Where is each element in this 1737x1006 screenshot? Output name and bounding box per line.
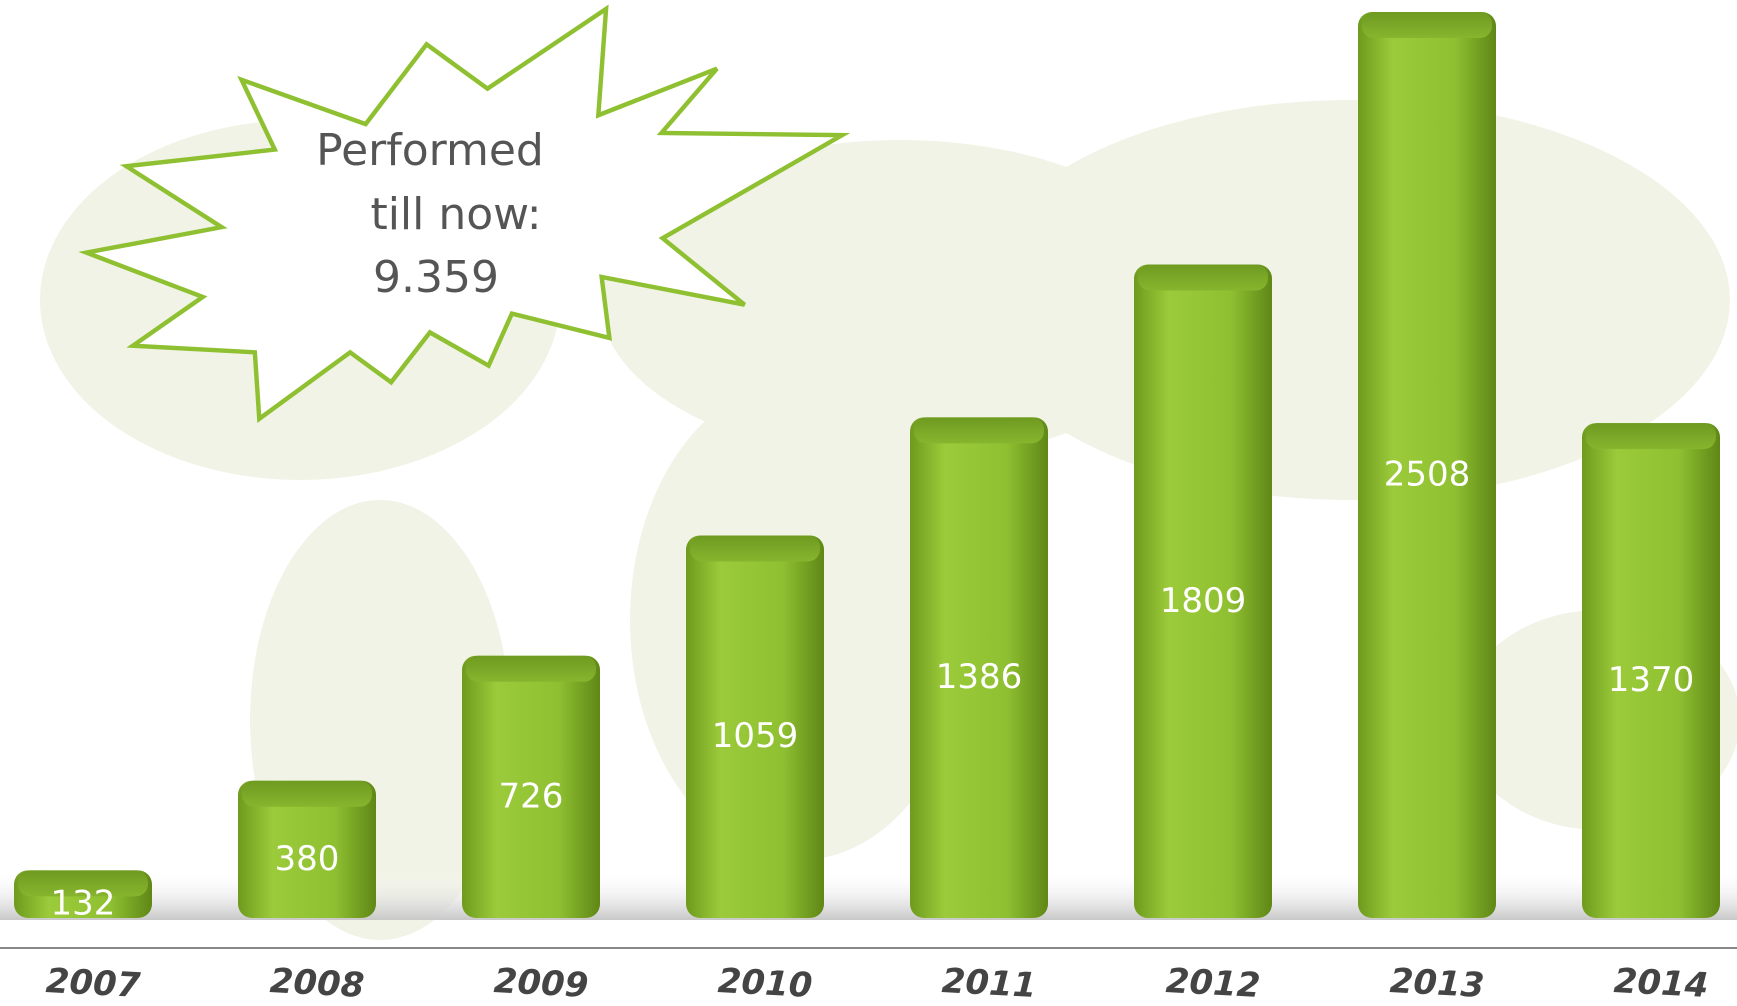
x-tick-label: 2012: [1165, 961, 1262, 1006]
bar-cap: [18, 870, 148, 897]
annotation-line: Performed: [316, 125, 544, 176]
value-label: 726: [499, 776, 564, 816]
value-label: 132: [51, 884, 116, 924]
value-label: 1809: [1160, 581, 1247, 621]
value-label: 1059: [712, 716, 799, 756]
x-tick-label: 2013: [1389, 961, 1486, 1006]
x-tick-label: 2009: [493, 961, 590, 1006]
value-label: 2508: [1384, 455, 1471, 495]
bar: [1358, 12, 1496, 918]
bar-cap: [1138, 264, 1268, 291]
bar-cap: [1586, 423, 1716, 450]
bar: [686, 535, 824, 918]
bar-cap: [466, 655, 596, 682]
bar: [462, 655, 600, 918]
bar-cap: [914, 417, 1044, 444]
bar: [1582, 423, 1720, 918]
bar-cap: [242, 780, 372, 807]
x-tick-label: 2007: [45, 961, 142, 1006]
x-tick-label: 2011: [941, 961, 1038, 1006]
bar: [1134, 264, 1272, 918]
annotation-line: 9.359: [373, 252, 499, 303]
x-tick-label: 2014: [1613, 961, 1710, 1006]
bar-cap: [1362, 12, 1492, 38]
value-label: 1386: [936, 657, 1023, 697]
bar: [910, 417, 1048, 918]
value-label: 380: [275, 839, 340, 879]
annotation-line: till now:: [370, 189, 541, 240]
x-tick-label: 2008: [269, 961, 366, 1006]
burst: [78, 4, 851, 423]
bar-cap: [690, 535, 820, 562]
bar: [238, 780, 376, 918]
value-label: 1370: [1608, 660, 1695, 700]
x-tick-label: 2010: [717, 961, 814, 1006]
